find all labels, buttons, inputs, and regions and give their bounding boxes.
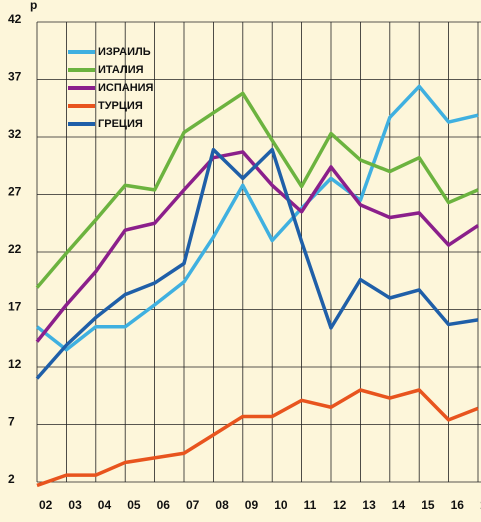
legend-label: ГРЕЦИЯ (98, 118, 143, 130)
x-tick-label: 06 (157, 498, 171, 512)
x-tick-label: 09 (245, 498, 259, 512)
x-tick-label: 10 (274, 498, 288, 512)
x-tick-label: 02 (39, 498, 53, 512)
series-line (35, 91, 479, 289)
x-tick-label: 12 (333, 498, 347, 512)
y-tick-label: 32 (8, 127, 22, 141)
x-tick-label: 07 (186, 498, 200, 512)
y-tick-label: 17 (8, 300, 22, 314)
x-tick-label: 03 (68, 498, 82, 512)
x-tick-label: 04 (98, 498, 112, 512)
x-tick-label: 14 (392, 498, 406, 512)
y-tick-label: 12 (8, 357, 22, 371)
x-tick-label: 11 (304, 498, 317, 512)
y-tick-label: 42 (8, 12, 22, 26)
y-tick-label: 2 (8, 472, 15, 486)
series-line (36, 388, 479, 488)
x-tick-label: 15 (421, 498, 435, 512)
series-line (35, 84, 479, 352)
y-tick-label: 37 (8, 70, 22, 84)
series-line (35, 150, 479, 343)
x-tick-label: 05 (127, 498, 141, 512)
y-tick-label: 27 (8, 185, 22, 199)
legend-label: ИТАЛИЯ (98, 64, 144, 76)
x-tick-label: 08 (215, 498, 229, 512)
chart-title: р (30, 0, 37, 12)
legend-label: ТУРЦИЯ (98, 100, 143, 112)
legend-label: ИСПАНИЯ (98, 82, 154, 94)
y-tick-label: 22 (8, 242, 22, 256)
series-line (35, 147, 479, 380)
legend-label: ИЗРАИЛЬ (98, 46, 151, 58)
x-tick-label: 16 (451, 498, 465, 512)
x-tick-label: 13 (362, 498, 376, 512)
y-tick-label: 7 (8, 415, 15, 429)
